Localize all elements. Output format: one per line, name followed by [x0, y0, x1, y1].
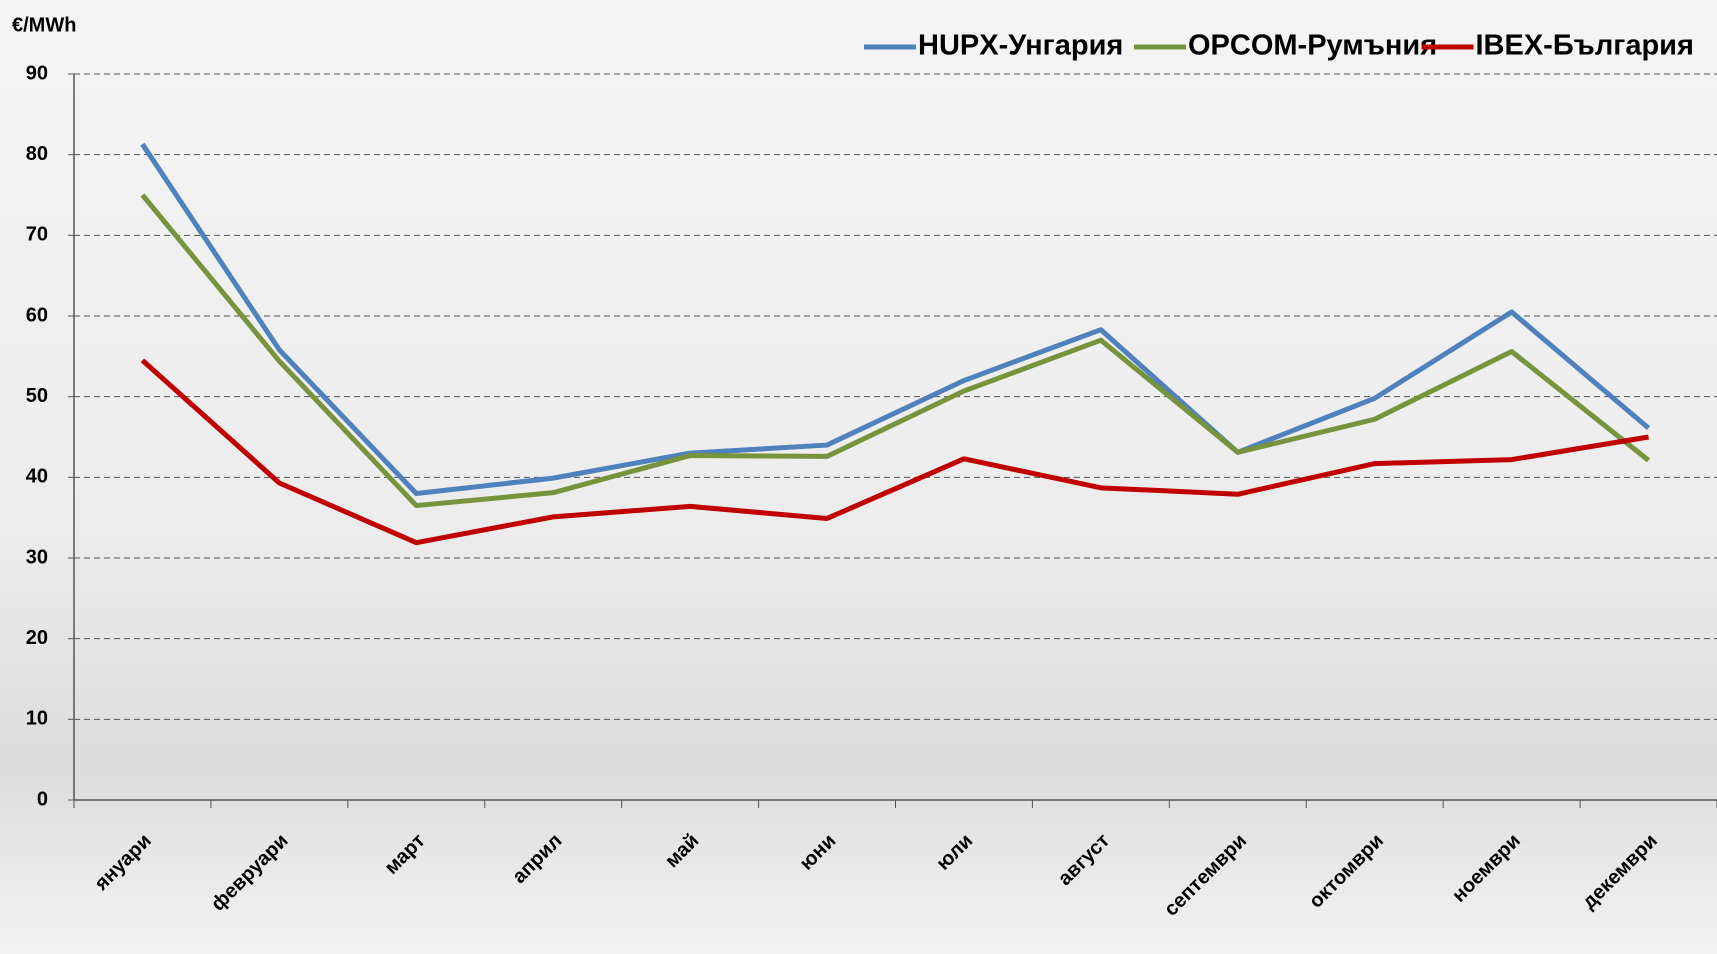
y-tick-label: 20: [26, 627, 48, 649]
legend-label: HUPX-Унгария: [918, 30, 1123, 62]
legend-label: OPCOM-Румъния: [1188, 30, 1437, 62]
x-tick-label: юли: [932, 830, 977, 875]
y-tick-label: 40: [26, 466, 48, 488]
legend: HUPX-Унгария OPCOM-Румъния IBEX-България: [864, 30, 1694, 62]
x-tick-label: октомври: [1305, 830, 1388, 913]
series-line: [142, 144, 1648, 493]
x-tick-label: август: [1054, 830, 1114, 890]
x-tick-label: май: [661, 830, 703, 872]
x-tick-label: януари: [90, 830, 156, 896]
x-tick-label: юни: [795, 830, 840, 875]
y-tick-label: 60: [26, 304, 48, 326]
chart: €/MWh 0 10 20 30 40 50 60 70 80 90 януари февруари м…: [0, 0, 1717, 954]
y-tick-label: 10: [26, 708, 48, 730]
x-tick-label: септември: [1160, 830, 1251, 921]
y-tick-label: 50: [26, 385, 48, 407]
y-axis-label: €/MWh: [12, 14, 76, 36]
x-tick-label: декември: [1578, 830, 1662, 914]
y-tick-label: 0: [37, 788, 48, 810]
x-tick-label: април: [508, 830, 566, 888]
series-line: [142, 195, 1648, 506]
y-tick-label: 30: [26, 546, 48, 568]
x-tick-label: ноември: [1448, 830, 1525, 907]
legend-label: IBEX-България: [1476, 30, 1694, 62]
y-tick-label: 90: [26, 62, 48, 84]
y-tick-label: 80: [26, 143, 48, 165]
x-tick-label: март: [380, 830, 429, 879]
x-tick-label: февруари: [207, 830, 293, 916]
y-tick-label: 70: [26, 224, 48, 246]
